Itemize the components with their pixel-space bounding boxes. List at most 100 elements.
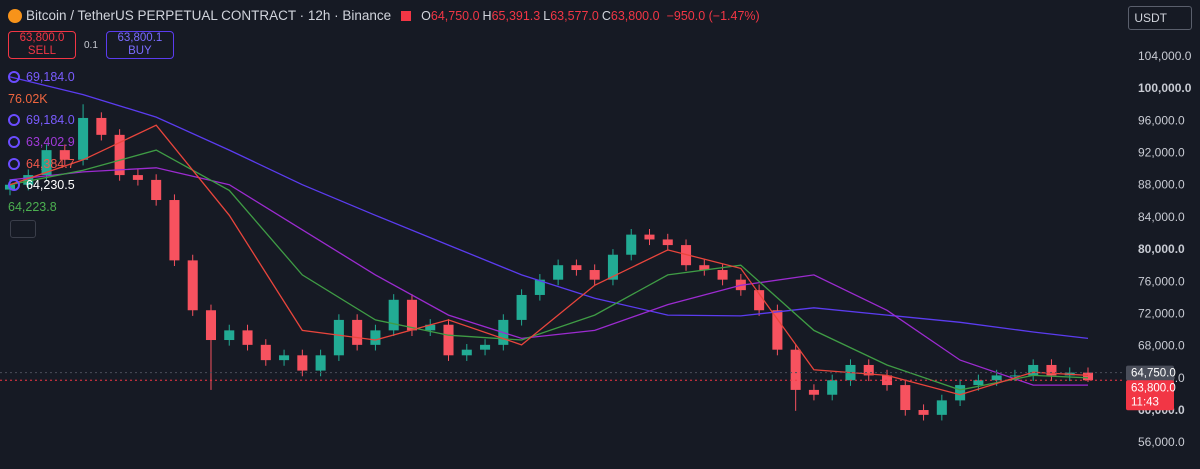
candle-body <box>41 150 52 176</box>
price-badge <box>1126 365 1174 381</box>
indicator-value: 76.02K <box>8 91 48 106</box>
candle-body <box>827 380 838 395</box>
candle-body <box>900 385 911 411</box>
y-tick-label: 68,000.0 <box>1138 339 1185 353</box>
buy-label: BUY <box>128 45 152 57</box>
moving-average <box>9 124 1089 396</box>
y-tick-label: 92,000.0 <box>1138 146 1185 160</box>
flag[interactable] <box>401 10 412 21</box>
y-tick-label: 72,000.0 <box>1138 306 1185 320</box>
candle-body <box>1082 372 1094 381</box>
candle-body <box>370 330 381 345</box>
candle-body <box>1009 375 1020 377</box>
candle-body <box>187 260 198 311</box>
ohlc-key: O <box>421 9 431 23</box>
candle-body <box>589 270 600 280</box>
indicator-value: 63,402.9 <box>26 134 75 149</box>
quantity[interactable]: 0.1 <box>84 39 98 51</box>
order-panel: 63,800.0 SELL 0.1 63,800.1 BUY <box>8 31 174 59</box>
candle-body <box>607 254 618 280</box>
candle-body <box>863 364 874 376</box>
ohlc-value: 64,750.0 <box>430 9 480 23</box>
indicator[interactable]: 63,402.9 <box>8 131 75 153</box>
candle-body <box>881 375 893 386</box>
buy-button[interactable]: 63,800.1 BUY <box>105 31 174 59</box>
candle-body <box>1046 364 1057 376</box>
candle-body <box>699 265 710 271</box>
candle-body <box>662 239 673 246</box>
y-tick-label: 104,000.0 <box>1138 49 1192 63</box>
candle-body <box>1028 364 1039 376</box>
moving-average <box>9 149 1089 391</box>
price-badge-label: 63,800.0 <box>1131 382 1176 394</box>
ohlc: O64,750.0 H65,391.3 L63,577.0 C63,800.0 <box>421 8 662 23</box>
y-tick-label: 76,000.0 <box>1138 274 1185 288</box>
sell-label: SELL <box>27 45 57 57</box>
candle-body <box>973 380 984 386</box>
change: −950.0 (−1.47%) <box>666 8 760 23</box>
collapse-button[interactable] <box>10 220 36 238</box>
candle-body <box>96 117 107 135</box>
indicator[interactable]: 69,184.0 <box>8 66 75 88</box>
candle-body <box>352 319 363 345</box>
coin-icon <box>8 8 22 23</box>
ohlc-key: L <box>543 9 551 23</box>
ohlc-value: 65,391.3 <box>491 9 541 23</box>
symbol[interactable]: Bitcoin / TetherUS PERPETUAL CONTRACT · … <box>26 8 392 23</box>
indicator[interactable]: 64,230.5 <box>8 174 75 196</box>
y-tick-label: 56,000.0 <box>1138 435 1185 449</box>
candle-body <box>991 375 1002 381</box>
indicator[interactable]: 64,223.8 <box>8 196 75 218</box>
buy-price: 63,800.1 <box>117 32 163 44</box>
candle-body <box>443 324 454 356</box>
indicator-value: 64,223.8 <box>8 199 57 214</box>
indicator-icon <box>8 135 20 148</box>
candle-body <box>955 385 966 401</box>
y-tick-label: 100,000.0 <box>1138 81 1192 95</box>
indicator[interactable]: 76.02K <box>8 88 75 110</box>
sell-price: 63,800.0 <box>19 32 65 44</box>
candle-body <box>315 355 326 371</box>
candle-body <box>114 134 125 176</box>
candle-body <box>242 330 253 345</box>
indicator[interactable]: 69,184.0 <box>8 109 75 131</box>
candle-body <box>406 299 417 331</box>
price-badge-label: 64,750.0 <box>1131 368 1176 380</box>
candle-body <box>132 175 143 180</box>
candle-body <box>936 400 947 415</box>
candle-body <box>151 179 162 201</box>
candle-body <box>169 200 180 261</box>
moving-average <box>9 76 1089 340</box>
indicator-icon <box>8 114 20 127</box>
candle-body <box>571 265 582 271</box>
candle-body <box>461 349 472 356</box>
indicator[interactable]: 64,384.7 <box>8 153 75 175</box>
candle-body <box>297 355 308 371</box>
indicator-value: 64,230.5 <box>26 178 75 193</box>
currency-select[interactable]: USDT <box>1128 6 1192 30</box>
candle-body <box>808 389 819 395</box>
indicator-icon <box>8 157 20 170</box>
candle-body <box>388 299 399 331</box>
candle-body <box>59 150 70 160</box>
candle-body <box>772 310 783 350</box>
ohlc-value: 63,577.0 <box>550 9 599 23</box>
candle-body <box>333 319 344 356</box>
candle-body <box>644 234 655 240</box>
y-tick-label: 80,000.0 <box>1138 242 1185 256</box>
countdown: 11:43 <box>1131 396 1159 408</box>
candle-body <box>425 324 436 331</box>
candle-body <box>23 175 34 185</box>
indicator-icon <box>8 70 20 83</box>
candle-body <box>516 294 527 320</box>
sell-button[interactable]: 63,800.0 SELL <box>8 31 76 59</box>
indicator-legend: 69,184.0 76.02K 69,184.0 63,402.9 64,384.7 64… <box>8 66 75 218</box>
candle-body <box>754 290 765 311</box>
candle-body <box>717 270 728 280</box>
candle-body <box>260 344 271 361</box>
candle-body <box>480 344 491 350</box>
candle-body <box>790 349 801 390</box>
candle-body <box>279 355 290 361</box>
